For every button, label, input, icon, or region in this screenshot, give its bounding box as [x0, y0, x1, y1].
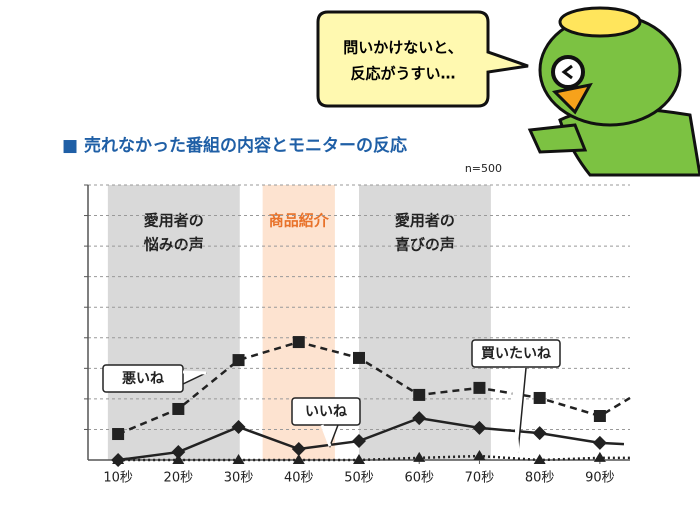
callout-box — [471, 339, 561, 368]
marker — [171, 445, 186, 460]
subtitle: n=500 — [465, 162, 502, 175]
series-line — [117, 416, 625, 462]
marker — [473, 381, 486, 394]
marker — [353, 351, 365, 364]
x-tick-label: 90秒 — [585, 471, 615, 486]
marker — [593, 451, 606, 462]
callout-box — [291, 397, 361, 426]
callout-cover — [510, 367, 520, 453]
marker — [172, 454, 185, 464]
marker — [352, 434, 366, 449]
band — [359, 185, 491, 460]
marker — [533, 454, 546, 464]
x-tick-label: 20秒 — [164, 471, 194, 486]
legend-label: いいね — [305, 404, 347, 420]
marker — [592, 435, 607, 450]
marker — [291, 442, 306, 456]
marker — [292, 454, 305, 464]
x-tick-label: 50秒 — [344, 471, 374, 486]
marker — [353, 454, 365, 464]
marker — [533, 391, 546, 404]
marker — [112, 454, 125, 464]
x-tick-label: 10秒 — [103, 471, 133, 486]
series-line — [117, 340, 631, 436]
band-label: 愛用者の — [395, 212, 455, 230]
speech-bubble: 問いかけないと、 反応がうすい… — [316, 10, 529, 108]
marker — [413, 388, 426, 401]
marker — [472, 420, 487, 435]
band-label: 喜びの声 — [395, 236, 455, 254]
legend-label: 悪いね — [122, 371, 164, 387]
speech-text: 反応がうすい… — [350, 65, 455, 83]
band-label: 悩みの声 — [143, 236, 204, 254]
band-label: 愛用者の — [144, 212, 204, 230]
marker — [292, 336, 305, 349]
marker — [473, 450, 486, 461]
callout-cover — [182, 370, 207, 375]
marker — [532, 426, 547, 441]
x-tick-label: 30秒 — [224, 471, 254, 486]
callout-box — [102, 364, 184, 393]
marker — [232, 454, 245, 464]
marker — [231, 420, 246, 434]
legend-label: 買いたいね — [481, 346, 551, 362]
chart-title: ■ 売れなかった番組の内容とモニターの反応 — [62, 135, 407, 156]
marker — [172, 402, 185, 415]
x-tick-label: 60秒 — [404, 471, 434, 486]
marker — [112, 428, 125, 441]
speech-text: 問いかけないと、 — [343, 39, 462, 57]
marker — [232, 354, 245, 367]
x-tick-label: 70秒 — [465, 471, 495, 486]
x-tick-label: 40秒 — [284, 471, 314, 486]
callout-cover — [320, 424, 332, 447]
band-label: 商品紹介 — [269, 212, 330, 230]
x-tick-label: 80秒 — [525, 471, 555, 486]
marker — [413, 451, 426, 462]
marker — [412, 411, 427, 426]
series-line — [118, 454, 630, 462]
character — [527, 6, 700, 177]
marker — [593, 410, 606, 422]
